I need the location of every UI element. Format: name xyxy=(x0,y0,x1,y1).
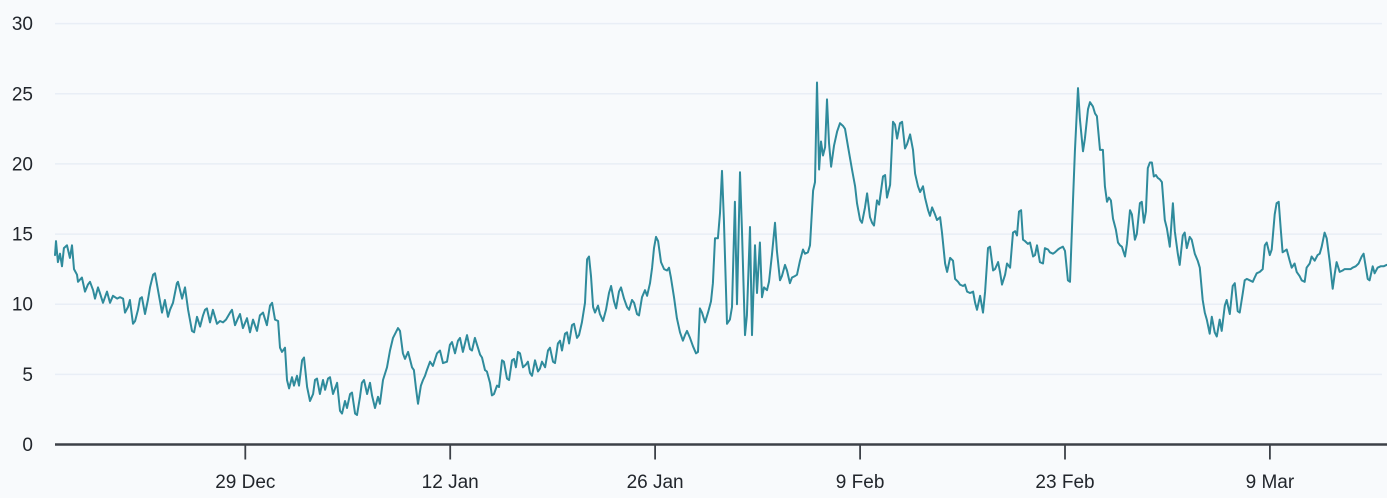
x-axis-label: 9 Feb xyxy=(836,472,885,493)
x-axis-label: 12 Jan xyxy=(422,472,479,493)
x-axis-label: 23 Feb xyxy=(1035,472,1094,493)
x-axis-label: 9 Mar xyxy=(1246,472,1295,493)
y-axis-label: 25 xyxy=(12,84,33,105)
y-axis-label: 0 xyxy=(22,435,33,456)
x-axis-label: 29 Dec xyxy=(215,472,275,493)
y-axis-label: 15 xyxy=(12,225,33,246)
y-axis-label: 20 xyxy=(12,154,33,175)
y-axis-label: 10 xyxy=(12,295,33,316)
y-axis-label: 5 xyxy=(22,365,33,386)
series-line xyxy=(54,81,1387,416)
x-axis-label: 26 Jan xyxy=(627,472,684,493)
y-axis-label: 30 xyxy=(12,14,33,35)
